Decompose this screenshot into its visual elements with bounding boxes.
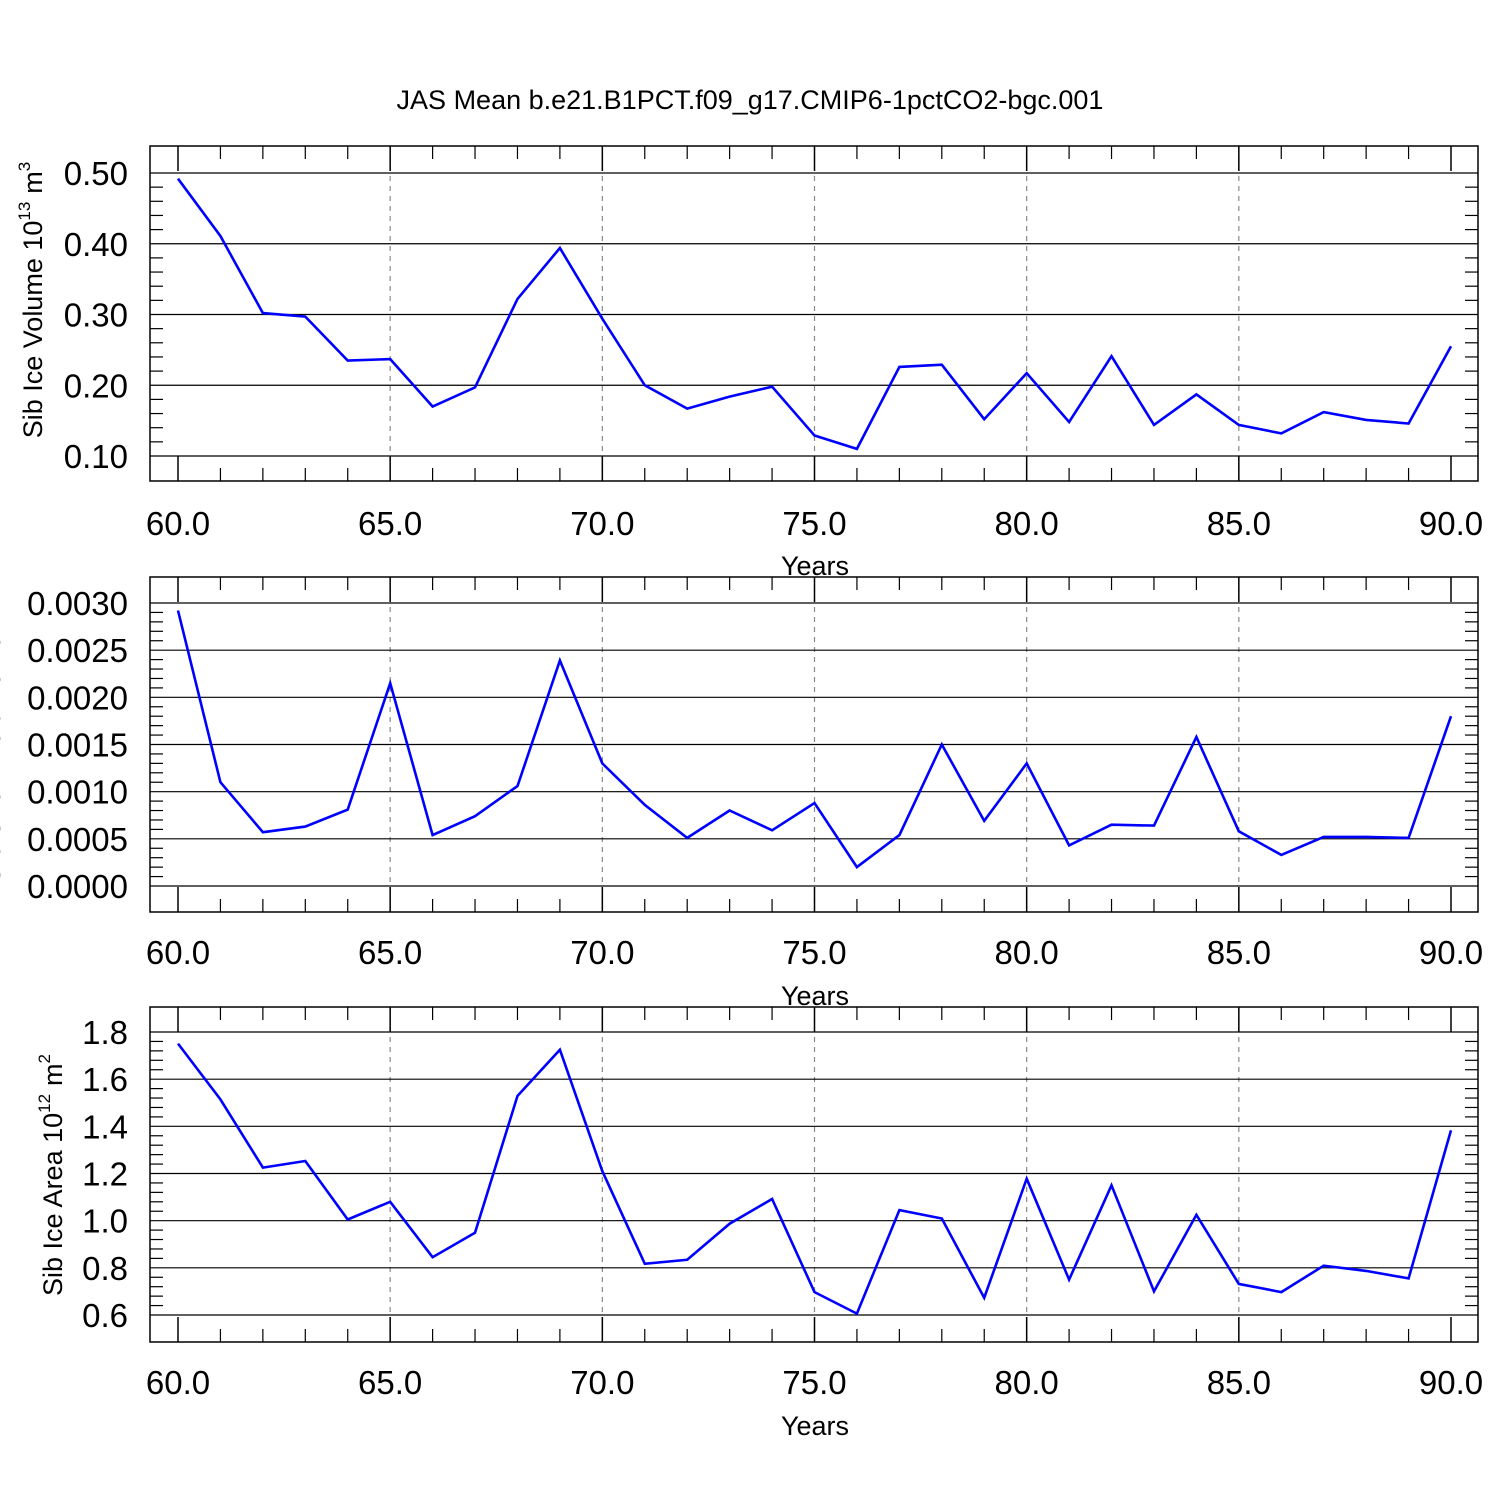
snow-volume-x-tick-label: 75.0 bbox=[782, 934, 846, 971]
ice-volume-panel: 60.0 65.0 70.0 75.0 80.0 85.0 90.0 0.10 0.20 0.30… bbox=[15, 145, 1483, 581]
ice-area-x-axis-title: Years bbox=[781, 1411, 849, 1441]
ice-area-y-tick-label: 1.6 bbox=[82, 1061, 128, 1098]
ice-area-x-tick-label: 70.0 bbox=[570, 1364, 634, 1401]
ice-volume-y-axis-title: Sib Ice Volume 1013 m3 bbox=[15, 162, 48, 439]
ice-volume-x-tick-label: 60.0 bbox=[146, 505, 210, 542]
snow-volume-x-tick-label: 90.0 bbox=[1419, 934, 1483, 971]
ice-area-y-axis-unit: m bbox=[38, 1063, 68, 1086]
ice-volume-x-tick-label: 65.0 bbox=[358, 505, 422, 542]
snow-volume-x-axis-title: Years bbox=[781, 981, 849, 1011]
ice-area-x-tick-label: 80.0 bbox=[995, 1364, 1059, 1401]
ice-area-y-axis-label-text: Sib Ice Area 10 bbox=[38, 1113, 68, 1296]
ice-area-panel: 60.0 65.0 70.0 75.0 80.0 85.0 90.0 0.6 0.8 1.0 1.2… bbox=[35, 1006, 1483, 1441]
snow-volume-y-tick-label: 0.0025 bbox=[27, 632, 128, 669]
ice-volume-x-tick-label: 75.0 bbox=[782, 505, 846, 542]
snow-volume-x-tick-label: 60.0 bbox=[146, 934, 210, 971]
snow-volume-y-tick-label: 0.0015 bbox=[27, 727, 128, 764]
snow-volume-panel: 60.0 65.0 70.0 75.0 80.0 85.0 90.0 0.0000 0.0005… bbox=[0, 576, 1483, 1011]
ice-area-x-tick-label: 90.0 bbox=[1419, 1364, 1483, 1401]
ice-area-x-tick-label: 60.0 bbox=[146, 1364, 210, 1401]
ice-volume-x-tick-label: 85.0 bbox=[1207, 505, 1271, 542]
ice-area-y-axis-exponent: 12 bbox=[35, 1094, 54, 1113]
ice-volume-x-tick-label: 80.0 bbox=[995, 505, 1059, 542]
snow-volume-y-axis-title: Sib Snow Volume 1013m3 bbox=[0, 576, 6, 884]
ice-volume-y-tick-label: 0.30 bbox=[64, 297, 128, 334]
ice-area-y-tick-label: 1.0 bbox=[82, 1203, 128, 1240]
ice-volume-x-tick-label: 90.0 bbox=[1419, 505, 1483, 542]
ice-volume-y-axis-label-text: Sib Ice Volume 10 bbox=[18, 221, 48, 439]
ice-volume-x-tick-label: 70.0 bbox=[570, 505, 634, 542]
ice-area-x-tick-label: 65.0 bbox=[358, 1364, 422, 1401]
snow-volume-y-tick-label: 0.0005 bbox=[27, 821, 128, 858]
snow-volume-y-tick-label: 0.0010 bbox=[27, 774, 128, 811]
snow-volume-y-tick-label: 0.0000 bbox=[27, 868, 128, 905]
ice-volume-y-tick-label: 0.40 bbox=[64, 226, 128, 263]
snow-volume-y-tick-label: 0.0030 bbox=[27, 585, 128, 622]
snow-volume-y-axis-label-text: Sib Snow Volume 10 bbox=[0, 635, 6, 884]
ice-volume-y-axis-exponent: 13 bbox=[15, 202, 34, 221]
snow-volume-x-tick-label: 65.0 bbox=[358, 934, 422, 971]
ice-area-y-axis-title: Sib Ice Area 1012 m2 bbox=[35, 1054, 68, 1296]
ice-volume-y-tick-label: 0.50 bbox=[64, 155, 128, 192]
snow-volume-x-tick-label: 70.0 bbox=[570, 934, 634, 971]
ice-area-y-tick-label: 1.2 bbox=[82, 1156, 128, 1193]
ice-volume-y-axis-unit: m bbox=[18, 171, 48, 194]
ice-volume-y-tick-label: 0.10 bbox=[64, 438, 128, 475]
ice-area-x-tick-label: 75.0 bbox=[782, 1364, 846, 1401]
ice-area-y-tick-label: 0.8 bbox=[82, 1250, 128, 1287]
ice-area-x-tick-label: 85.0 bbox=[1207, 1364, 1271, 1401]
ice-area-y-tick-label: 0.6 bbox=[82, 1297, 128, 1334]
ice-area-y-tick-label: 1.8 bbox=[82, 1014, 128, 1051]
snow-volume-y-axis-unit: m bbox=[0, 585, 6, 608]
snow-volume-x-tick-label: 85.0 bbox=[1207, 934, 1271, 971]
figure-title: JAS Mean b.e21.B1PCT.f09_g17.CMIP6-1pctC… bbox=[397, 85, 1104, 115]
ice-volume-y-tick-label: 0.20 bbox=[64, 367, 128, 404]
snow-volume-x-tick-label: 80.0 bbox=[995, 934, 1059, 971]
ice-volume-y-axis-unit-exponent: 3 bbox=[15, 162, 34, 171]
ice-area-y-axis-unit-exponent: 2 bbox=[35, 1054, 54, 1063]
snow-volume-y-tick-label: 0.0020 bbox=[27, 679, 128, 716]
ice-volume-x-axis-title: Years bbox=[781, 551, 849, 581]
ice-area-y-tick-label: 1.4 bbox=[82, 1108, 128, 1145]
